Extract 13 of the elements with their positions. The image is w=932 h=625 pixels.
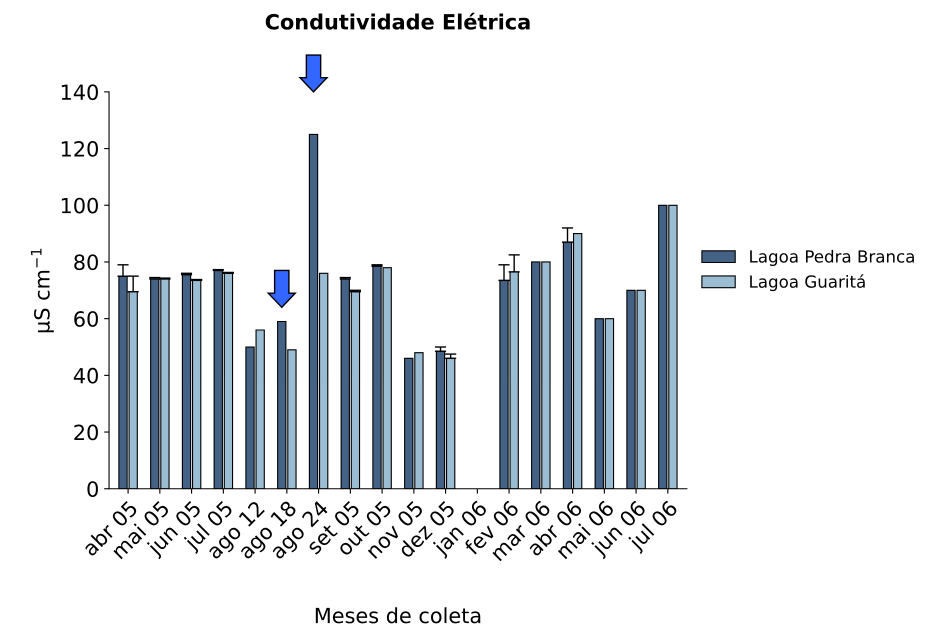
y-tick-label: 0 xyxy=(87,481,98,497)
y-axis-title: µS cm$^{−1}$ xyxy=(30,248,54,332)
y-tick-label: 20 xyxy=(74,424,98,440)
legend-label: Lagoa Guaritá xyxy=(750,274,865,292)
y-tick-label: 140 xyxy=(62,84,98,100)
y-tick-label: 40 xyxy=(74,368,98,384)
y-tick-label: 100 xyxy=(62,198,98,214)
y-tick-label: 80 xyxy=(74,254,98,270)
x-axis-title: Meses de coleta xyxy=(316,607,480,624)
chart-title: Condutividade Elétrica xyxy=(266,12,530,30)
y-tick-label: 120 xyxy=(62,141,98,157)
legend-label: Lagoa Pedra Branca xyxy=(750,250,914,266)
y-tick-label: 60 xyxy=(74,311,98,327)
